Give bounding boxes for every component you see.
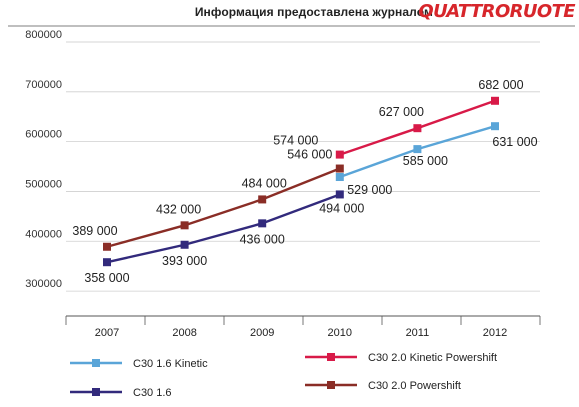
- data-point: [258, 219, 267, 228]
- data-point: [180, 240, 189, 249]
- data-label: 546 000: [287, 148, 332, 162]
- data-label: 529 000: [347, 183, 392, 197]
- data-label: 432 000: [156, 202, 201, 216]
- legend-label: C30 1.6: [133, 387, 172, 399]
- data-point: [413, 124, 422, 133]
- x-tick-label: 2007: [95, 327, 119, 339]
- data-point: [180, 221, 189, 230]
- x-tick-label: 2009: [250, 327, 274, 339]
- data-label: 682 000: [478, 78, 523, 92]
- legend-marker: [92, 359, 100, 367]
- data-label: 436 000: [240, 232, 285, 246]
- header-text: Информация предоставлена журналом: [194, 5, 433, 19]
- legend-label: C30 2.0 Kinetic Powershift: [368, 352, 497, 364]
- x-tick-label: 2012: [483, 327, 507, 339]
- legend-marker: [327, 353, 335, 361]
- data-point: [258, 195, 267, 204]
- data-point: [491, 122, 499, 131]
- x-tick-label: 2008: [172, 327, 196, 339]
- y-tick-label: 700000: [25, 79, 62, 91]
- data-label: 393 000: [162, 254, 207, 268]
- series-line: [106, 167, 341, 248]
- data-point: [491, 96, 499, 105]
- legend-label: C30 2.0 Powershift: [368, 380, 461, 392]
- data-label: 631 000: [492, 135, 537, 149]
- legend-label: C30 1.6 Kinetic: [133, 358, 208, 370]
- data-label: 585 000: [403, 154, 448, 168]
- data-point: [103, 258, 111, 267]
- y-tick-label: 500000: [25, 178, 62, 190]
- data-label: 484 000: [242, 176, 287, 190]
- data-point: [335, 173, 344, 182]
- data-label: 494 000: [319, 201, 364, 215]
- y-tick-label: 600000: [25, 129, 62, 141]
- brand-logo: QUATTRORUOTE: [418, 1, 575, 22]
- data-point: [413, 145, 422, 154]
- data-point: [335, 190, 344, 199]
- legend-marker: [92, 388, 100, 396]
- data-point: [103, 242, 111, 251]
- series-line: [106, 193, 341, 264]
- data-label: 358 000: [84, 271, 129, 285]
- data-label: 574 000: [273, 134, 318, 148]
- y-tick-label: 300000: [25, 278, 62, 290]
- data-point: [335, 150, 344, 159]
- header: Информация предоставлена журналом QUATTR…: [0, 0, 579, 26]
- data-point: [335, 164, 344, 173]
- data-label: 627 000: [379, 105, 424, 119]
- x-tick-label: 2011: [406, 327, 430, 339]
- data-label: 389 000: [72, 224, 117, 238]
- x-tick-label: 2010: [328, 327, 352, 339]
- legend-marker: [327, 381, 335, 389]
- y-tick-label: 400000: [25, 228, 62, 240]
- y-tick-label: 800000: [25, 29, 62, 41]
